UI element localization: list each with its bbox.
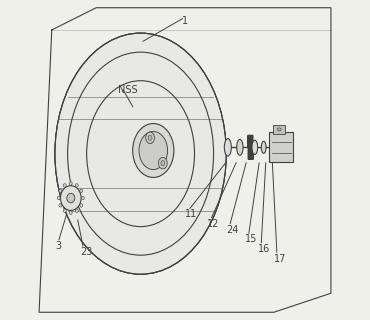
Ellipse shape xyxy=(81,196,84,200)
Bar xyxy=(269,132,293,162)
Text: 16: 16 xyxy=(258,244,270,254)
Text: 1: 1 xyxy=(182,16,188,26)
Ellipse shape xyxy=(75,209,78,212)
Ellipse shape xyxy=(80,189,83,193)
Text: 11: 11 xyxy=(185,209,197,219)
Ellipse shape xyxy=(133,124,174,178)
Ellipse shape xyxy=(59,189,62,193)
Ellipse shape xyxy=(69,211,72,214)
Text: 3: 3 xyxy=(55,241,61,251)
Ellipse shape xyxy=(237,140,243,155)
Ellipse shape xyxy=(80,204,83,207)
Ellipse shape xyxy=(158,157,167,169)
Ellipse shape xyxy=(75,184,78,187)
Ellipse shape xyxy=(69,182,72,185)
Ellipse shape xyxy=(148,135,152,140)
Ellipse shape xyxy=(146,132,155,143)
Bar xyxy=(273,125,285,134)
Text: 23: 23 xyxy=(80,247,93,257)
Ellipse shape xyxy=(161,161,165,166)
Ellipse shape xyxy=(55,33,226,274)
Text: 12: 12 xyxy=(207,219,219,228)
Ellipse shape xyxy=(59,204,62,207)
Ellipse shape xyxy=(57,196,60,200)
Text: 24: 24 xyxy=(226,225,239,235)
Ellipse shape xyxy=(277,128,281,131)
Ellipse shape xyxy=(139,132,168,170)
Ellipse shape xyxy=(252,140,258,155)
Ellipse shape xyxy=(224,139,231,156)
Text: NSS: NSS xyxy=(118,85,138,95)
Ellipse shape xyxy=(63,209,66,212)
Text: 17: 17 xyxy=(274,253,286,263)
Ellipse shape xyxy=(63,184,66,187)
Text: 15: 15 xyxy=(245,235,258,244)
Ellipse shape xyxy=(60,186,81,211)
Ellipse shape xyxy=(261,141,266,153)
Ellipse shape xyxy=(67,193,75,203)
